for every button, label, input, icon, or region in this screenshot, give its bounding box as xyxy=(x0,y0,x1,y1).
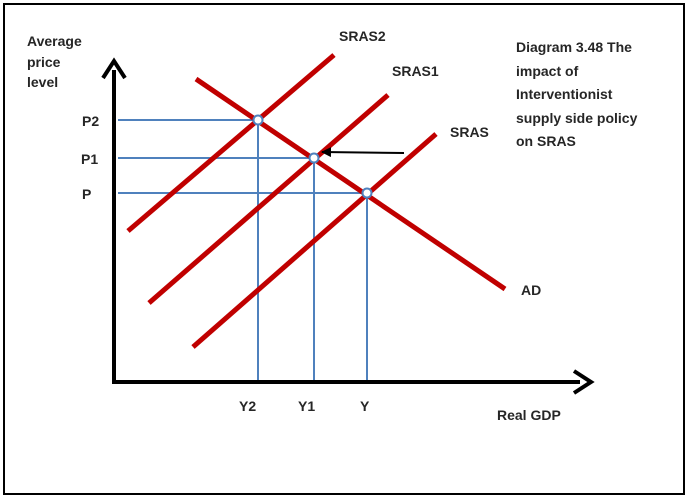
equilibrium-points xyxy=(252,114,373,199)
sras-label: SRAS xyxy=(450,124,489,140)
price-label-p2: P2 xyxy=(82,113,99,129)
y-axis-label: Average price level xyxy=(27,33,86,90)
price-label-p: P xyxy=(82,186,91,202)
shift-arrow-icon xyxy=(321,147,405,158)
sras-curve xyxy=(191,132,438,349)
frame-border xyxy=(3,3,685,495)
y-axis-label-line: price xyxy=(27,54,61,70)
sras2-label: SRAS2 xyxy=(339,28,386,44)
output-label-y1: Y1 xyxy=(298,398,315,414)
ad-curve xyxy=(194,76,507,292)
ad-label: AD xyxy=(521,282,541,298)
x-axis-label: Real GDP xyxy=(497,407,561,423)
diagram-title-line: Interventionist xyxy=(516,86,613,102)
diagram-title-line: Diagram 3.48 The xyxy=(516,39,632,55)
x-axis-arrow-icon xyxy=(572,369,595,395)
axes xyxy=(112,70,580,384)
y-axis-label-line: level xyxy=(27,74,58,90)
sras1-curve xyxy=(147,93,390,305)
curves xyxy=(126,53,507,349)
output-label-y2: Y2 xyxy=(239,398,256,414)
diagram-title-line: impact of xyxy=(516,62,579,79)
output-label-y: Y xyxy=(360,398,370,414)
equilibrium-point-p1 xyxy=(308,152,320,164)
sras1-label: SRAS1 xyxy=(392,63,439,79)
guide-lines xyxy=(118,119,368,380)
y-axis-label-line: Average xyxy=(27,33,82,49)
diagram-title-line: supply side policy xyxy=(516,109,638,126)
equilibrium-point-p2 xyxy=(252,114,264,126)
equilibrium-point-p xyxy=(361,187,373,199)
diagram-title-line: on SRAS xyxy=(516,133,576,149)
sras2-curve xyxy=(126,53,336,233)
diagram-title: Diagram 3.48 The impact of Interventioni… xyxy=(516,36,666,154)
y-axis-arrow-icon xyxy=(101,57,127,80)
price-label-p1: P1 xyxy=(81,151,98,167)
